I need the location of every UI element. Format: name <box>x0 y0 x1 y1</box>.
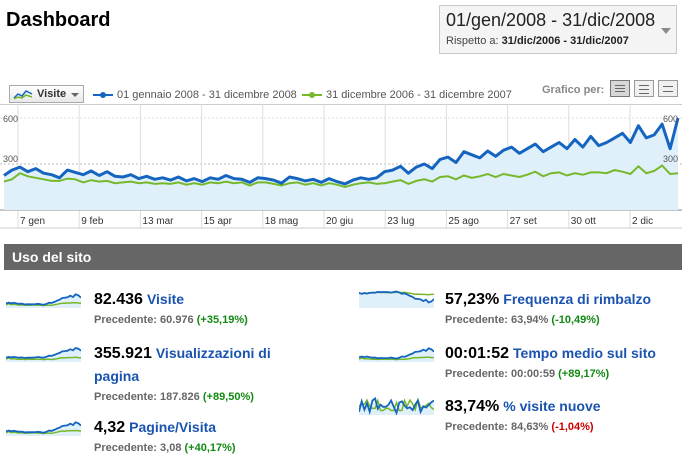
metric-previous-label: Precedente: 63,94% <box>445 314 549 326</box>
metric-previous-label: Precedente: 60.976 <box>94 314 194 326</box>
metric-selector-label: Visite <box>37 88 67 100</box>
sparkline-previous <box>359 356 434 361</box>
metric-change: (-10,49%) <box>551 314 600 326</box>
date-range-value: 01/gen/2008 - 31/dic/2008 <box>446 10 656 30</box>
metric-value: 83,74% <box>445 398 500 415</box>
sparkline-current <box>6 347 81 359</box>
y-tick-label-right: 300 <box>663 154 678 164</box>
x-tick-label: 25 ago <box>448 216 479 227</box>
metric-value: 82.436 <box>94 291 143 308</box>
x-tick-label: 7 gen <box>20 216 45 227</box>
metric-link-new-visits[interactable]: % visite nuove <box>503 398 601 414</box>
y-tick-label: 300 <box>3 154 18 164</box>
legend-current-swatch <box>93 92 113 99</box>
line-chart-icon <box>13 90 33 100</box>
day-icon[interactable] <box>610 80 630 97</box>
sparkline-previous <box>6 356 81 361</box>
sparkline <box>359 347 434 362</box>
metric-value: 57,23% <box>445 291 500 308</box>
x-tick-label: 23 lug <box>387 216 414 227</box>
metric-previous-label: Precedente: 3,08 <box>94 442 182 454</box>
metric-link-bounce[interactable]: Frequenza di rimbalzo <box>503 291 652 307</box>
series-current-line <box>3 117 680 186</box>
x-tick-label: 13 mar <box>142 216 174 227</box>
x-tick-label: 20 giu <box>326 216 353 227</box>
x-tick-label: 9 feb <box>81 216 104 227</box>
metric-previous: Precedente: 60.976 (+35,19%) <box>94 314 334 326</box>
metric-change: (+89,50%) <box>202 391 254 403</box>
section-header: Uso del sito <box>4 244 682 270</box>
y-tick-label-right: 600 <box>663 114 678 124</box>
sparkline <box>6 421 81 436</box>
sparkline-current <box>359 290 434 304</box>
legend-previous-swatch <box>302 92 322 99</box>
metric-change: (+40,17%) <box>184 442 236 454</box>
x-tick-label: 2 dic <box>632 216 653 227</box>
compare-label: Rispetto a: <box>446 35 499 47</box>
legend-previous: 31 dicembre 2006 - 31 dicembre 2007 <box>302 89 512 101</box>
metric-value: 4,32 <box>94 419 126 436</box>
metric-previous: Precedente: 00:00:59 (+89,17%) <box>445 368 682 380</box>
metric-link-avg-time[interactable]: Tempo medio sul sito <box>513 345 656 361</box>
visits-chart: 600 300 600 300 7 gen 9 feb 13 mar 15 apr 18 mag… <box>0 104 682 229</box>
metric-change: (+89,17%) <box>558 368 610 380</box>
metric-link-visite[interactable]: Visite <box>146 291 185 307</box>
sparkline-current <box>6 421 81 434</box>
chevron-down-icon <box>71 93 79 97</box>
sparkline-current <box>359 396 434 415</box>
compare-range: Rispetto a: 31/dic/2006 - 31/dic/2007 <box>446 35 629 47</box>
metric-previous: Precedente: 3,08 (+40,17%) <box>94 442 334 454</box>
x-tick-label: 15 apr <box>204 216 233 227</box>
metric-change: (-1,04%) <box>551 421 594 433</box>
sparkline-area <box>359 291 434 308</box>
metric-value: 355.921 <box>94 345 152 362</box>
chevron-down-icon <box>661 28 671 34</box>
x-tick-label: 18 mag <box>265 216 298 227</box>
section-title: Uso del sito <box>12 249 92 265</box>
metric-link-pageviews[interactable]: Visualizzazioni di pagina <box>94 345 271 384</box>
metric-previous: Precedente: 187.826 (+89,50%) <box>94 391 314 403</box>
metric-change: (+35,19%) <box>196 314 248 326</box>
compare-range-value: 31/dic/2006 - 31/dic/2007 <box>501 35 629 47</box>
legend-current: 01 gennaio 2008 - 31 dicembre 2008 <box>93 89 297 101</box>
legend-current-label: 01 gennaio 2008 - 31 dicembre 2008 <box>117 89 297 101</box>
x-tick-label: 27 set <box>510 216 537 227</box>
legend-previous-label: 31 dicembre 2006 - 31 dicembre 2007 <box>326 89 512 101</box>
x-tick-label: 30 ott <box>571 216 596 227</box>
metric-previous: Precedente: 63,94% (-10,49%) <box>445 314 682 326</box>
metric-link-pages-visit[interactable]: Pagine/Visita <box>129 419 217 435</box>
page-title: Dashboard <box>6 9 111 31</box>
month-icon[interactable] <box>658 80 678 97</box>
week-icon[interactable] <box>634 80 654 97</box>
series-previous-line <box>3 164 679 189</box>
metric-previous-label: Precedente: 00:00:59 <box>445 368 556 380</box>
sparkline <box>359 396 434 415</box>
metric-selector[interactable]: Visite <box>9 85 84 103</box>
sparkline <box>6 293 81 308</box>
sparkline-current <box>6 293 81 306</box>
sparkline <box>359 290 434 308</box>
graph-by-label: Grafico per: <box>542 84 605 96</box>
metric-previous-label: Precedente: 84,63% <box>445 421 549 433</box>
date-range-selector[interactable]: 01/gen/2008 - 31/dic/2008 Rispetto a: 31… <box>439 5 677 54</box>
metric-previous: Precedente: 84,63% (-1,04%) <box>445 421 682 433</box>
metric-value: 00:01:52 <box>445 345 510 362</box>
metric-previous-label: Precedente: 187.826 <box>94 391 200 403</box>
sparkline <box>6 347 81 362</box>
y-tick-label: 600 <box>3 114 18 124</box>
sparkline-current <box>359 347 434 360</box>
current-area <box>4 118 678 210</box>
